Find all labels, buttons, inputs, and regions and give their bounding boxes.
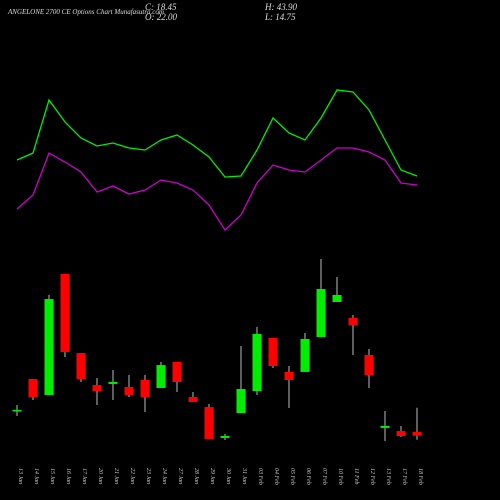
candle-body — [28, 378, 38, 398]
x-tick-label: 11 Feb — [353, 468, 359, 484]
candle-body — [316, 289, 326, 337]
candle-body — [220, 435, 230, 438]
candle-body — [108, 381, 118, 384]
indicator-line — [16, 147, 418, 232]
x-tick-label: 29 Jan — [209, 468, 215, 484]
candle-body — [188, 397, 198, 402]
x-tick-label: 27 Jan — [177, 468, 183, 484]
x-tick-label: 04 Feb — [273, 468, 280, 485]
x-tick-label: 06 Feb — [305, 468, 311, 485]
x-tick-label: 12 Feb — [369, 468, 375, 485]
candle-body — [348, 317, 358, 325]
candle-body — [124, 387, 134, 395]
high-info: H: 43.90 — [264, 2, 297, 12]
candle-body — [172, 361, 182, 382]
candle-body — [92, 385, 102, 391]
open-info: O: 22.00 — [145, 12, 177, 22]
x-tick-label: 30 Jan — [225, 467, 231, 484]
candle-body — [268, 337, 278, 367]
candle-body — [60, 273, 70, 353]
x-tick-label: 15 Jan — [49, 468, 55, 484]
x-tick-label: 17 Jan — [81, 468, 87, 484]
candle-body — [236, 389, 246, 413]
x-tick-label: 07 Feb — [321, 468, 327, 485]
close-info: C: 18.45 — [145, 2, 177, 12]
x-tick-label: 22 Jan — [129, 468, 135, 484]
candle-body — [412, 431, 422, 436]
x-tick-label: 14 Jan — [33, 468, 40, 484]
x-tick-label: 23 Jan — [145, 468, 151, 484]
chart-title: ANGELONE 2700 CE Options Chart Munafasut… — [7, 8, 164, 16]
x-tick-label: 10 Feb — [337, 468, 343, 485]
x-tick-label: 05 Feb — [289, 468, 295, 485]
x-tick-label: 31 Jan — [241, 467, 247, 484]
x-tick-label: 20 Jan — [97, 468, 103, 484]
candle-body — [12, 409, 22, 412]
candle-body — [396, 431, 406, 436]
candle-body — [252, 334, 262, 391]
x-tick-label: 18 Feb — [417, 468, 423, 485]
x-tick-label: 28 Jan — [193, 468, 199, 484]
indicator-line — [16, 89, 418, 178]
x-tick-label: 24 Jan — [161, 468, 168, 484]
candle-body — [140, 379, 150, 398]
candle-body — [284, 371, 294, 380]
candle-body — [332, 294, 342, 302]
x-tick-label: 16 Jan — [65, 468, 71, 484]
candle-body — [204, 407, 214, 439]
x-tick-label: 17 Feb — [401, 468, 407, 485]
x-tick-label: 13 Jan — [17, 468, 23, 484]
x-tick-label: 13 Feb — [385, 468, 391, 485]
candle-body — [300, 338, 310, 372]
candle-body — [44, 299, 54, 395]
candle-body — [156, 365, 166, 389]
x-tick-label: 03 Feb — [257, 468, 263, 485]
x-tick-label: 21 Jan — [113, 468, 119, 484]
candle-body — [364, 355, 374, 376]
low-info: L: 14.75 — [264, 12, 296, 22]
candle-body — [380, 425, 390, 428]
candle-body — [76, 353, 86, 379]
